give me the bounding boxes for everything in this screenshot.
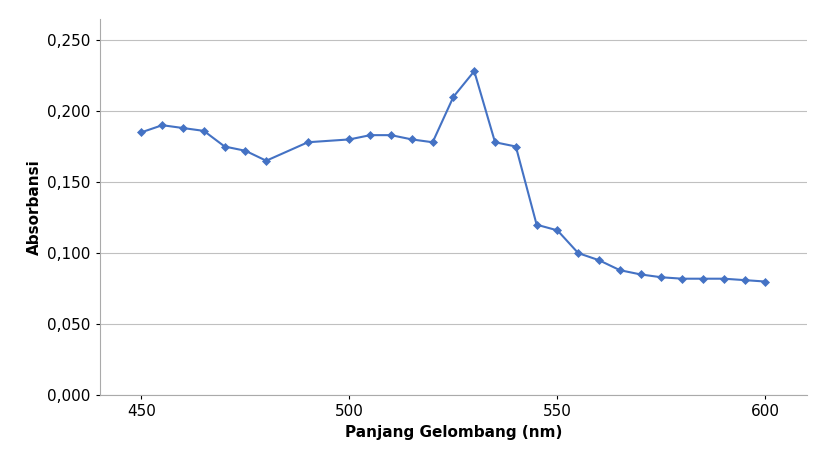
X-axis label: Panjang Gelombang (nm): Panjang Gelombang (nm) <box>344 425 562 440</box>
Y-axis label: Absorbansi: Absorbansi <box>27 159 42 255</box>
